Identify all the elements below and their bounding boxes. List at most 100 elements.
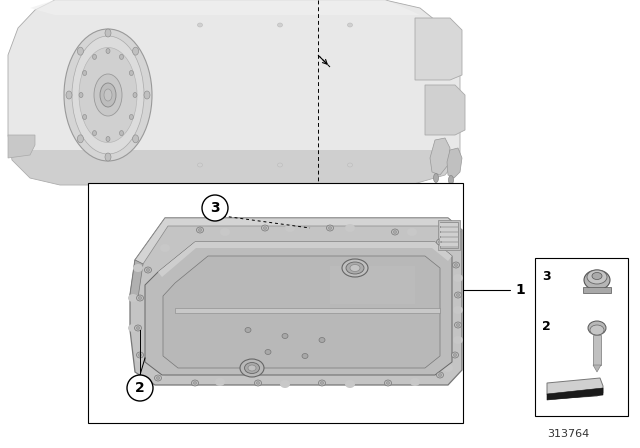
Ellipse shape — [193, 382, 196, 384]
Polygon shape — [425, 85, 465, 135]
Ellipse shape — [456, 293, 460, 297]
Ellipse shape — [198, 23, 202, 27]
Polygon shape — [447, 148, 462, 178]
Ellipse shape — [94, 74, 122, 116]
Ellipse shape — [106, 48, 110, 53]
Ellipse shape — [128, 324, 138, 332]
Ellipse shape — [120, 131, 124, 136]
Ellipse shape — [438, 374, 442, 376]
Ellipse shape — [240, 359, 264, 377]
Ellipse shape — [345, 224, 355, 232]
Ellipse shape — [326, 225, 333, 231]
Polygon shape — [130, 260, 143, 298]
Ellipse shape — [350, 264, 360, 271]
Ellipse shape — [198, 228, 202, 232]
Ellipse shape — [433, 173, 438, 182]
Ellipse shape — [342, 259, 368, 277]
Ellipse shape — [144, 91, 150, 99]
Ellipse shape — [456, 323, 460, 327]
Ellipse shape — [453, 353, 457, 357]
Polygon shape — [30, 0, 420, 15]
Polygon shape — [415, 18, 462, 80]
Ellipse shape — [77, 135, 83, 143]
Polygon shape — [547, 388, 603, 400]
Ellipse shape — [453, 336, 463, 344]
Bar — [440, 238, 458, 241]
Ellipse shape — [160, 244, 170, 252]
Ellipse shape — [443, 364, 453, 372]
Ellipse shape — [220, 228, 230, 236]
Ellipse shape — [66, 91, 72, 99]
Ellipse shape — [345, 380, 355, 388]
Ellipse shape — [105, 153, 111, 161]
Ellipse shape — [132, 135, 139, 143]
Ellipse shape — [191, 380, 198, 386]
Ellipse shape — [248, 365, 256, 371]
Ellipse shape — [156, 376, 160, 379]
Text: 2: 2 — [135, 381, 145, 395]
Ellipse shape — [79, 92, 83, 98]
Text: 2: 2 — [542, 319, 551, 332]
Ellipse shape — [262, 225, 269, 231]
Ellipse shape — [282, 333, 288, 339]
Ellipse shape — [147, 268, 150, 271]
Ellipse shape — [587, 270, 607, 284]
Bar — [440, 243, 458, 246]
Ellipse shape — [263, 227, 267, 229]
Ellipse shape — [135, 354, 145, 362]
Ellipse shape — [136, 352, 143, 358]
Polygon shape — [430, 138, 450, 175]
Ellipse shape — [83, 115, 86, 120]
Polygon shape — [8, 0, 460, 185]
Ellipse shape — [588, 321, 606, 335]
Ellipse shape — [285, 224, 295, 232]
Bar — [440, 222, 458, 248]
Ellipse shape — [255, 380, 262, 386]
Circle shape — [127, 375, 153, 401]
Ellipse shape — [64, 29, 152, 161]
Polygon shape — [158, 242, 452, 277]
Ellipse shape — [328, 227, 332, 229]
Text: 3: 3 — [542, 270, 550, 283]
Bar — [438, 220, 460, 250]
Ellipse shape — [392, 229, 399, 235]
Polygon shape — [593, 365, 601, 372]
Bar — [440, 228, 458, 231]
Ellipse shape — [454, 322, 461, 328]
Ellipse shape — [410, 378, 420, 386]
Ellipse shape — [454, 292, 461, 298]
Ellipse shape — [320, 382, 324, 384]
Ellipse shape — [280, 380, 290, 388]
Ellipse shape — [319, 337, 325, 343]
Ellipse shape — [453, 306, 463, 314]
Ellipse shape — [134, 325, 141, 331]
Ellipse shape — [256, 382, 260, 384]
Ellipse shape — [245, 327, 251, 332]
Ellipse shape — [100, 83, 116, 107]
Bar — [535, 258, 628, 416]
Text: 1: 1 — [515, 283, 525, 297]
Ellipse shape — [278, 23, 282, 27]
Ellipse shape — [436, 372, 444, 378]
Ellipse shape — [83, 70, 86, 76]
Ellipse shape — [77, 47, 83, 55]
Ellipse shape — [106, 137, 110, 142]
Ellipse shape — [105, 29, 111, 37]
Ellipse shape — [198, 163, 202, 167]
Ellipse shape — [385, 380, 392, 386]
Ellipse shape — [443, 244, 453, 252]
Ellipse shape — [138, 297, 141, 300]
Polygon shape — [12, 150, 460, 185]
Ellipse shape — [348, 163, 353, 167]
Ellipse shape — [120, 54, 124, 60]
Ellipse shape — [136, 295, 143, 301]
Ellipse shape — [451, 352, 458, 358]
Ellipse shape — [592, 272, 602, 280]
Ellipse shape — [104, 89, 112, 101]
Ellipse shape — [452, 262, 460, 268]
Ellipse shape — [196, 227, 204, 233]
Ellipse shape — [454, 263, 458, 267]
Text: 313764: 313764 — [547, 429, 589, 439]
Ellipse shape — [136, 327, 140, 329]
Ellipse shape — [590, 325, 604, 335]
